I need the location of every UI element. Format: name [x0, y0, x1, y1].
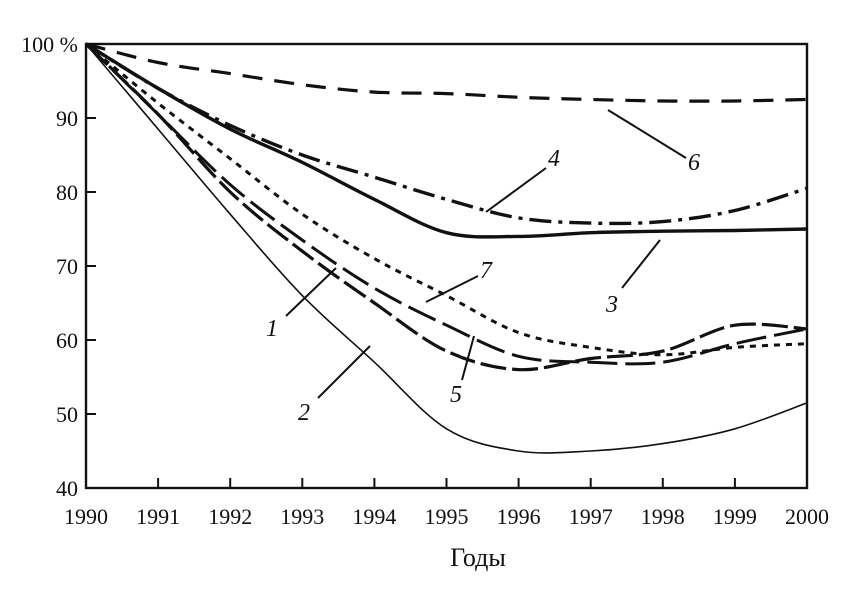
- series-label-2: 2: [298, 400, 310, 426]
- series-label-6: 6: [688, 150, 700, 176]
- y-tick-label: 70: [56, 254, 78, 279]
- series-line-3: [85, 42, 808, 239]
- x-axis: 1990 1991 1992 1993 1994 1995 1996 1997 1998 1999…: [64, 478, 829, 529]
- x-tick-label: 2000: [785, 504, 829, 529]
- y-tick-label: 90: [56, 106, 78, 131]
- leader-line-7: [425, 275, 479, 303]
- series-layer: [84, 42, 808, 454]
- x-tick-label: 1998: [641, 504, 685, 529]
- x-tick-label: 1997: [569, 504, 613, 529]
- y-tick-label: 80: [56, 180, 78, 205]
- x-tick-label: 1992: [208, 504, 252, 529]
- series-line-2: [85, 43, 808, 454]
- y-axis: 100 % 90 80 70 60 50 40: [21, 32, 96, 501]
- label-leader-lines: [285, 109, 687, 399]
- series-label-5: 5: [450, 382, 462, 408]
- series-line-4: [85, 42, 808, 226]
- series-label-3: 3: [605, 292, 618, 318]
- x-axis-title: Годы: [450, 543, 506, 572]
- series-line-7: [85, 42, 808, 357]
- x-tick-label: 1999: [713, 504, 757, 529]
- series-line-1: [84, 42, 808, 372]
- leader-line-5: [461, 335, 475, 381]
- leader-line-6: [607, 109, 687, 159]
- leader-line-3: [621, 239, 661, 289]
- leader-line-4: [485, 167, 547, 213]
- x-tick-label: 1991: [136, 504, 180, 529]
- leader-line-2: [317, 345, 371, 399]
- series-line-5: [84, 42, 808, 366]
- y-tick-label: 50: [56, 402, 78, 427]
- series-label-1: 1: [266, 316, 278, 342]
- y-tick-label: 60: [56, 328, 78, 353]
- y-tick-label: 100 %: [21, 32, 78, 57]
- x-tick-label: 1994: [352, 504, 396, 529]
- series-line-6: [85, 42, 808, 103]
- x-tick-label: 1995: [425, 504, 469, 529]
- x-tick-label: 1993: [280, 504, 324, 529]
- leader-line-1: [285, 267, 337, 317]
- x-tick-label: 1996: [497, 504, 541, 529]
- x-tick-label: 1990: [64, 504, 108, 529]
- y-tick-label: 40: [56, 476, 78, 501]
- series-label-7: 7: [480, 258, 493, 284]
- series-label-4: 4: [548, 146, 560, 172]
- series-labels: 1 2 3 4 5 6 7: [266, 146, 700, 426]
